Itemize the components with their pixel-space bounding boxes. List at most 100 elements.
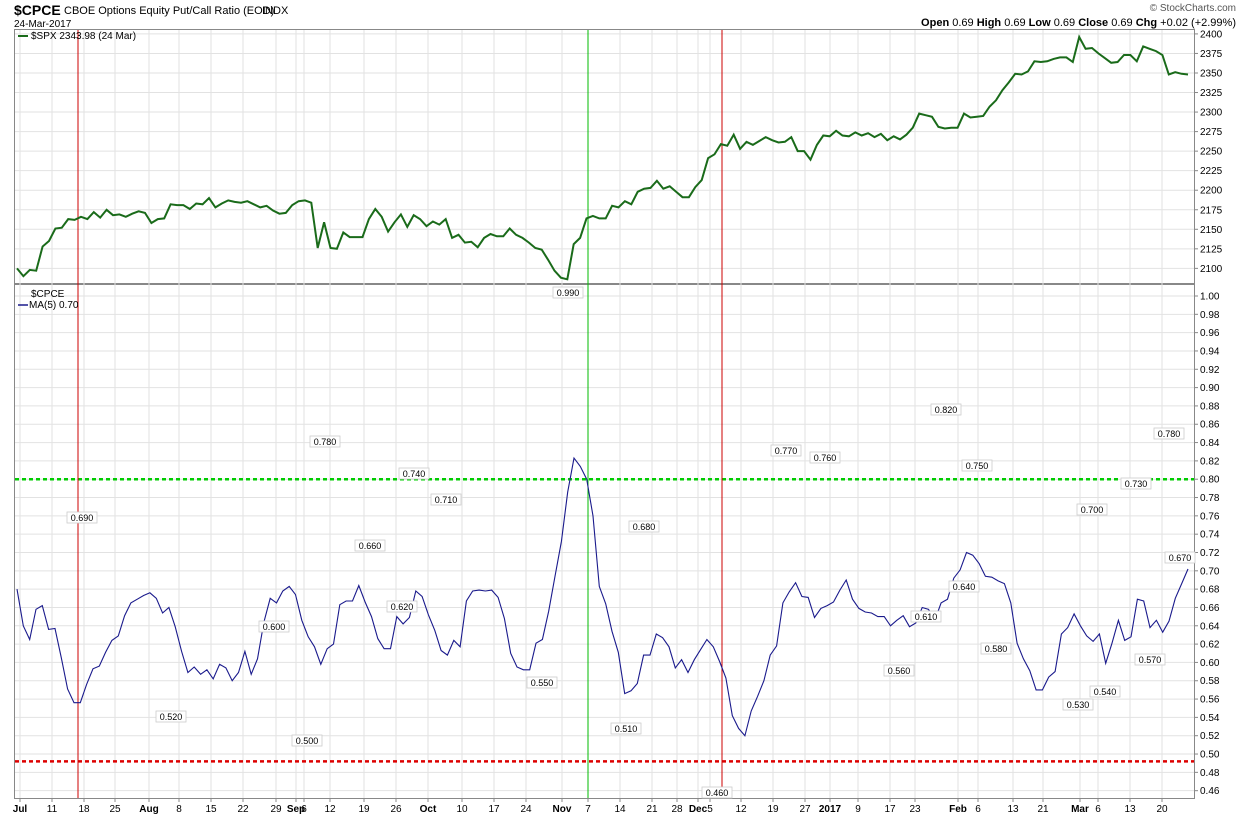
spx-tick-label: 2250 — [1200, 147, 1223, 158]
cpce-tick-label: 0.88 — [1200, 401, 1220, 412]
svg-text:0.670: 0.670 — [1169, 553, 1192, 563]
x-tick-label: 26 — [390, 804, 402, 815]
x-tick-label: Feb — [949, 804, 967, 815]
annotation-label: 0.780 — [309, 435, 341, 448]
spx-tick-label: 2125 — [1200, 244, 1223, 255]
quote-high-label: High — [974, 17, 1005, 29]
cpce-panel-frame — [14, 284, 1195, 799]
quote-close-label: Close — [1075, 17, 1111, 29]
x-tick-label: 23 — [909, 804, 921, 815]
annotation-label: 0.730 — [1120, 477, 1152, 490]
annotation-label: 0.570 — [1134, 653, 1166, 666]
x-tick-label: 12 — [324, 804, 336, 815]
cpce-tick-label: 0.46 — [1200, 786, 1220, 797]
x-tick-label: 22 — [237, 804, 249, 815]
svg-text:0.750: 0.750 — [966, 461, 989, 471]
cpce-tick-label: 0.94 — [1200, 346, 1220, 357]
cpce-tick-label: 1.00 — [1200, 291, 1220, 302]
x-tick-label: 6 — [301, 804, 307, 815]
svg-text:0.730: 0.730 — [1125, 479, 1148, 489]
x-tick-label: 11 — [47, 804, 58, 815]
x-tick-label: 19 — [767, 804, 779, 815]
annotation-label: 0.510 — [610, 722, 642, 735]
annotation-label: 0.770 — [770, 444, 802, 457]
x-tick-label: Mar — [1071, 804, 1089, 815]
spx-tick-label: 2175 — [1200, 205, 1223, 216]
svg-text:0.620: 0.620 — [391, 602, 414, 612]
svg-text:0.520: 0.520 — [160, 712, 183, 722]
spx-tick-label: 2325 — [1200, 88, 1223, 99]
quote-low-value: 0.69 — [1054, 17, 1075, 29]
annotation-label: 0.750 — [961, 459, 993, 472]
x-tick-label: 6 — [975, 804, 981, 815]
quote-chg-label: Chg — [1133, 17, 1161, 29]
quote-open-value: 0.69 — [952, 17, 973, 29]
x-tick-label: 25 — [109, 804, 121, 815]
x-tick-label: 13 — [1124, 804, 1136, 815]
x-tick-label: 8 — [176, 804, 182, 815]
svg-text:0.690: 0.690 — [71, 513, 94, 523]
chart-name: CBOE Options Equity Put/Call Ratio (EOD) — [64, 5, 274, 17]
x-tick-label: 24 — [520, 804, 532, 815]
svg-text:0.550: 0.550 — [531, 678, 554, 688]
x-tick-label: 20 — [1156, 804, 1168, 815]
annotation-label: 0.550 — [526, 676, 558, 689]
svg-text:0.660: 0.660 — [359, 541, 382, 551]
spx-tick-label: 2375 — [1200, 49, 1223, 60]
svg-text:0.510: 0.510 — [615, 724, 638, 734]
svg-text:0.640: 0.640 — [953, 582, 976, 592]
cpce-legend-title: $CPCE — [31, 289, 65, 300]
svg-text:0.990: 0.990 — [557, 288, 580, 298]
annotation-label: 0.580 — [980, 642, 1012, 655]
x-tick-label: Dec — [689, 804, 708, 815]
svg-text:0.600: 0.600 — [263, 622, 286, 632]
cpce-tick-label: 0.54 — [1200, 713, 1220, 724]
x-tick-label: 17 — [488, 804, 500, 815]
spx-tick-label: 2225 — [1200, 166, 1223, 177]
annotation-label: 0.820 — [930, 403, 962, 416]
x-tick-label: 12 — [735, 804, 747, 815]
x-tick-label: 15 — [205, 804, 217, 815]
svg-text:0.460: 0.460 — [706, 788, 729, 798]
annotation-label: 0.660 — [354, 539, 386, 552]
x-tick-label: 29 — [270, 804, 282, 815]
svg-text:0.610: 0.610 — [915, 612, 938, 622]
cpce-tick-label: 0.80 — [1200, 475, 1220, 486]
chart-exchange: INDX — [262, 5, 289, 17]
x-tick-label: 27 — [799, 804, 811, 815]
svg-text:0.540: 0.540 — [1094, 687, 1117, 697]
x-tick-label: 13 — [1007, 804, 1019, 815]
quote-open-label: Open — [921, 17, 952, 29]
annotation-label: 0.500 — [291, 734, 323, 747]
spx-tick-label: 2400 — [1200, 29, 1223, 40]
chart-symbol: $CPCE — [14, 2, 61, 18]
annotation-label: 0.780 — [1153, 427, 1185, 440]
cpce-tick-label: 0.76 — [1200, 511, 1220, 522]
annotation-label: 0.540 — [1089, 685, 1121, 698]
cpce-tick-label: 0.60 — [1200, 658, 1220, 669]
cpce-tick-label: 0.68 — [1200, 585, 1220, 596]
spx-horizontal-gridlines — [15, 33, 1194, 269]
x-tick-label: 18 — [78, 804, 90, 815]
spx-tick-label: 2300 — [1200, 108, 1223, 119]
cpce-tick-label: 0.86 — [1200, 420, 1220, 431]
cpce-tick-label: 0.58 — [1200, 676, 1220, 687]
spx-series-line — [16, 34, 1189, 281]
annotation-label: 0.600 — [258, 620, 290, 633]
cpce-tick-label: 0.96 — [1200, 328, 1220, 339]
cpce-legend: MA(5) 0.70 — [29, 300, 79, 311]
cpce-tick-label: 0.78 — [1200, 493, 1220, 504]
cpce-tick-label: 0.72 — [1200, 548, 1220, 559]
annotation-label: 0.670 — [1164, 551, 1196, 564]
x-tick-label: 6 — [1095, 804, 1101, 815]
vertical-gridlines — [19, 30, 1163, 798]
cpce-y-ticks: 0.46 0.48 0.50 0.52 0.54 0.56 0.58 0.60 0.62 0.64… — [1194, 291, 1220, 797]
cpce-tick-label: 0.50 — [1200, 750, 1220, 761]
cpce-tick-label: 0.48 — [1200, 768, 1220, 779]
x-tick-label: 21 — [646, 804, 658, 815]
annotation-label: 0.640 — [948, 580, 980, 593]
spx-tick-label: 2200 — [1200, 186, 1223, 197]
x-tick-label: 9 — [855, 804, 861, 815]
svg-text:0.530: 0.530 — [1067, 700, 1090, 710]
